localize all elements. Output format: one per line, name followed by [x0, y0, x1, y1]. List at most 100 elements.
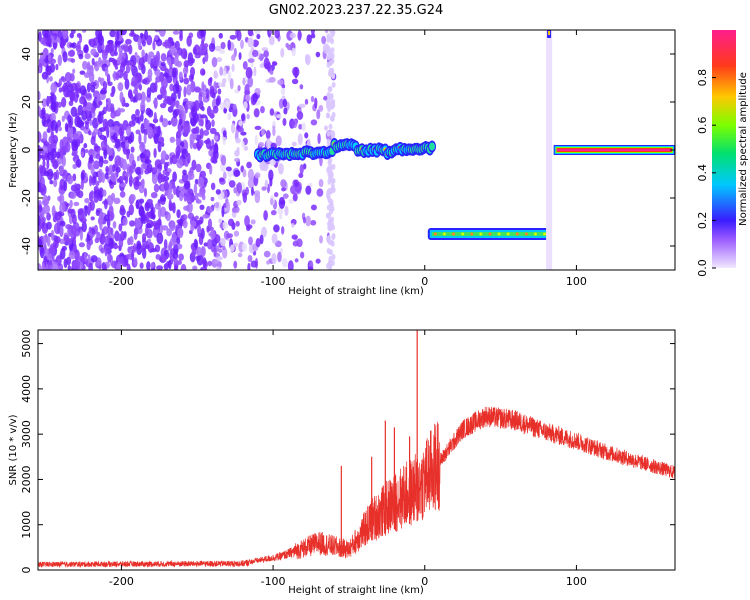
noise-blob [120, 61, 127, 68]
noise-blob [154, 202, 162, 210]
noise-blob [90, 48, 97, 56]
noise-blob [214, 45, 222, 52]
line-neg-peak [479, 232, 483, 236]
noise-blob [250, 260, 258, 268]
noise-blob [220, 41, 226, 50]
y-tick-label: 3000 [20, 420, 33, 448]
noise-blob [48, 76, 53, 82]
line-neg-peak [506, 232, 510, 236]
noise-blob [177, 130, 182, 137]
noise-blob [103, 198, 108, 210]
noise-blob [160, 61, 166, 67]
noise-blob [200, 246, 205, 259]
noise-blob [119, 91, 124, 104]
noise-blob [120, 230, 125, 242]
noise-blob [183, 77, 190, 85]
noise-blob [68, 250, 76, 260]
noise-blob [116, 178, 122, 183]
noise-blob [207, 218, 213, 230]
noise-blob [82, 60, 88, 70]
noise-blob [305, 54, 309, 64]
noise-blob [260, 105, 265, 114]
noise-blob [330, 52, 335, 59]
noise-blob [237, 252, 243, 258]
noise-blob [172, 171, 177, 183]
noise-blob [90, 84, 96, 93]
noise-blob [50, 112, 56, 123]
noise-blob [198, 235, 204, 246]
noise-blob [139, 32, 144, 39]
noise-blob [53, 171, 58, 180]
noise-blob [98, 265, 102, 270]
noise-blob [114, 65, 119, 70]
spectrogram-marks [38, 30, 675, 270]
noise-blob [326, 61, 331, 68]
noise-blob [327, 86, 332, 93]
noise-blob [253, 66, 257, 77]
noise-blob [89, 154, 94, 162]
noise-blob [59, 165, 64, 175]
noise-blob [301, 122, 306, 132]
noise-blob [125, 38, 132, 45]
noise-blob [176, 219, 182, 224]
noise-blob [79, 229, 84, 241]
noise-blob [279, 247, 284, 254]
noise-blob [261, 226, 268, 238]
noise-blob [183, 123, 189, 135]
noise-blob [310, 219, 317, 226]
noise-blob [107, 81, 113, 87]
noise-blob [278, 98, 284, 109]
noise-blob [129, 220, 136, 227]
noise-blob [184, 103, 189, 114]
noise-blob [259, 160, 267, 171]
noise-blob [216, 57, 223, 63]
noise-blob [51, 205, 56, 218]
noise-blob [292, 79, 299, 84]
noise-blob [195, 163, 202, 173]
noise-blob [38, 263, 42, 270]
noise-blob [45, 65, 50, 72]
noise-blob [282, 98, 288, 108]
noise-blob [117, 82, 124, 92]
noise-blob [328, 249, 333, 256]
noise-blob [90, 136, 96, 146]
noise-blob [193, 183, 198, 195]
noise-blob [160, 87, 167, 99]
noise-blob [172, 109, 178, 119]
noise-blob [143, 187, 148, 198]
noise-blob [263, 50, 269, 58]
noise-blob [175, 145, 181, 158]
snr-y-label: SNR (10 * v/v) [8, 414, 19, 485]
noise-blob [222, 130, 227, 138]
noise-blob [265, 130, 271, 140]
noise-blob [280, 47, 285, 58]
noise-blob [274, 30, 280, 39]
noise-blob [128, 120, 136, 127]
noise-blob [275, 135, 282, 147]
noise-blob [310, 119, 318, 126]
noise-blob [39, 51, 47, 60]
noise-blob [61, 245, 68, 251]
noise-blob [146, 87, 152, 98]
noise-blob [199, 43, 205, 53]
x-tick-label: 100 [566, 575, 587, 588]
noise-blob [291, 234, 298, 240]
snr-marks [38, 330, 675, 569]
noise-blob [331, 234, 336, 241]
noise-blob [99, 218, 103, 231]
noise-blob [318, 179, 324, 188]
noise-blob [81, 221, 87, 233]
noise-blob [326, 204, 331, 211]
noise-blob [73, 259, 81, 270]
noise-blob [299, 251, 305, 259]
noise-blob [197, 220, 203, 225]
noise-blob [243, 145, 249, 151]
noise-blob [95, 180, 100, 187]
noise-blob [40, 216, 46, 223]
noise-blob [108, 205, 114, 217]
noise-blob [132, 96, 136, 103]
noise-blob [83, 143, 88, 149]
colorbar-tick-label: 0.2 [696, 212, 709, 230]
noise-blob [238, 120, 243, 127]
noise-blob [271, 252, 277, 264]
